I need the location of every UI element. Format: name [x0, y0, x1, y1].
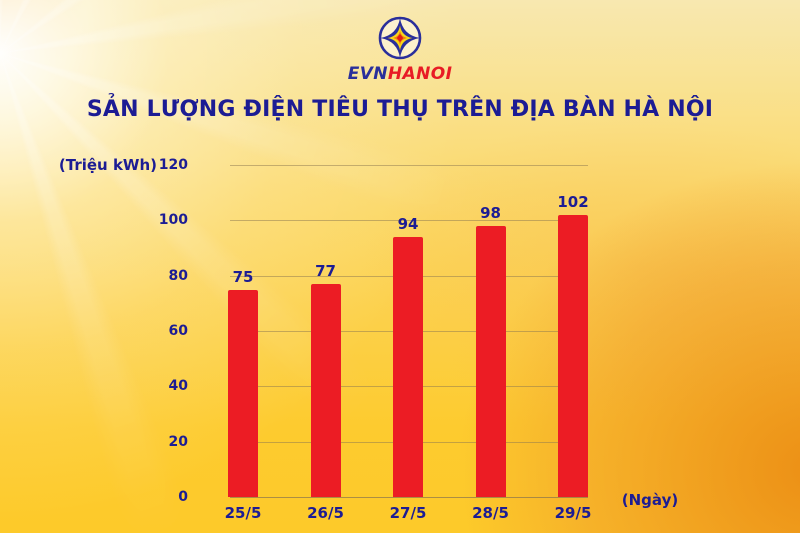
x-tick-label: 28/5 [472, 504, 509, 522]
gridline [230, 497, 588, 498]
y-axis-unit-label: (Triệu kWh) [58, 156, 157, 174]
y-tick-label: 80 [168, 267, 188, 284]
bar-value-label: 102 [557, 192, 589, 211]
x-axis-unit-label: (Ngày) [621, 491, 679, 509]
gridline [230, 165, 588, 166]
x-tick-label: 25/5 [224, 504, 262, 522]
y-tick-label: 60 [168, 323, 188, 339]
evn-star-icon [378, 16, 422, 60]
bar-value-label: 75 [232, 267, 254, 286]
y-tick-label: 40 [168, 378, 188, 395]
logo-text-evn: EVN [347, 64, 388, 84]
bar [310, 284, 341, 497]
y-tick-label: 120 [158, 157, 188, 173]
bar [475, 225, 506, 497]
x-tick-label: 26/5 [307, 504, 344, 522]
bar [228, 289, 258, 497]
page-title: SẢN LƯỢNG ĐIỆN TIÊU THỤ TRÊN ĐỊA BÀN HÀ … [86, 97, 714, 122]
x-tick-label: 29/5 [554, 504, 592, 522]
bar [393, 236, 423, 497]
y-tick-label: 20 [168, 433, 188, 450]
logo-wordmark: EVNHANOI [0, 65, 800, 83]
gridline [230, 220, 588, 222]
evn-logo: EVNHANOI [0, 15, 800, 83]
logo-text-hanoi: HANOI [387, 64, 453, 84]
y-tick-label: 0 [178, 489, 188, 505]
bar-value-label: 98 [480, 203, 501, 222]
bar-value-label: 77 [315, 262, 336, 280]
bar-value-label: 94 [397, 214, 419, 233]
bar [558, 214, 588, 497]
x-tick-label: 27/5 [389, 504, 427, 522]
y-tick-label: 100 [158, 212, 188, 229]
